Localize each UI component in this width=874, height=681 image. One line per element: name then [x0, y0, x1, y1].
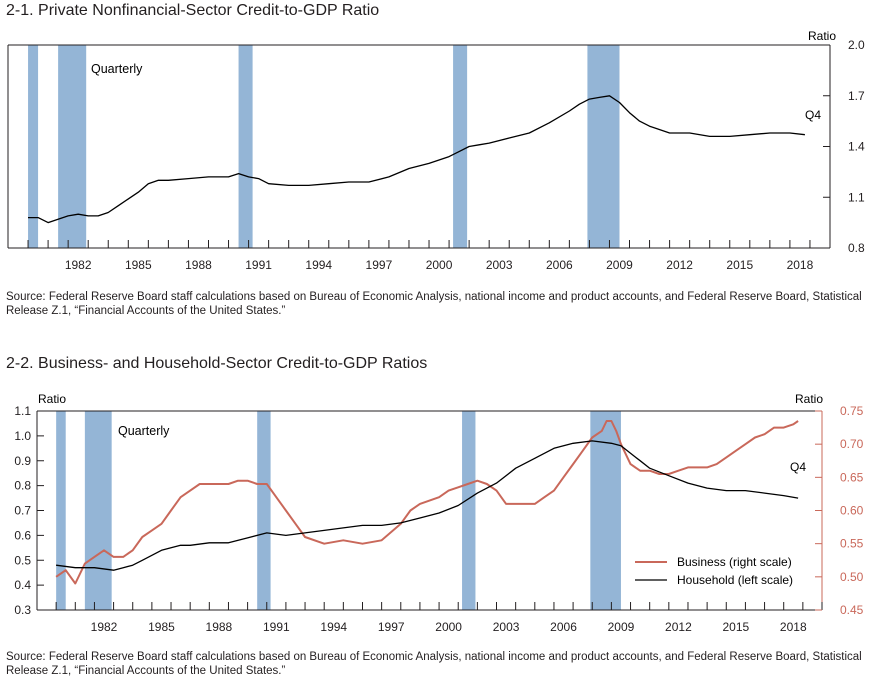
chart2-end-label: Q4 — [790, 460, 806, 474]
x-tick-label: 1991 — [245, 258, 272, 272]
x-tick-label: 2015 — [726, 258, 753, 272]
right-y-tick-label: 0.65 — [840, 470, 864, 484]
legend-business-label: Business (right scale) — [677, 555, 792, 569]
recession-bar — [238, 45, 253, 248]
chart1-title: 2-1. Private Nonfinancial-Sector Credit-… — [6, 2, 380, 19]
left-y-tick-label: 0.7 — [14, 504, 31, 518]
x-tick-label: 2003 — [486, 258, 513, 272]
x-tick-label: 2000 — [426, 258, 453, 272]
right-y-tick-label: 1.4 — [848, 140, 865, 154]
chart1-source: Source: Federal Reserve Board staff calc… — [6, 291, 862, 317]
chart2-title: 2-2. Business- and Household-Sector Cred… — [6, 355, 428, 372]
x-tick-label: 1997 — [366, 258, 393, 272]
legend-household-label: Household (left scale) — [677, 573, 793, 587]
x-tick-label: 2009 — [606, 258, 633, 272]
left-y-tick-label: 1.1 — [14, 404, 31, 418]
right-y-tick-label: 0.70 — [840, 437, 864, 451]
x-tick-label: 1988 — [185, 258, 212, 272]
x-tick-label: 1994 — [320, 620, 347, 634]
right-y-tick-label: 0.50 — [840, 570, 864, 584]
recession-bar — [453, 45, 468, 248]
x-tick-label: 2015 — [722, 620, 749, 634]
chart1-end-label: Q4 — [805, 108, 821, 122]
right-y-tick-label: 0.45 — [840, 603, 864, 617]
x-tick-label: 2003 — [493, 620, 520, 634]
right-y-tick-label: 0.55 — [840, 537, 864, 551]
left-y-tick-label: 0.8 — [14, 479, 31, 493]
x-tick-label: 1994 — [305, 258, 332, 272]
x-tick-label: 2006 — [550, 620, 577, 634]
x-tick-label: 1982 — [65, 258, 92, 272]
x-tick-label: 2009 — [608, 620, 635, 634]
chart1-svg: 1982 1985 1988 1991 1994 1997 2000 2003 2006 2009… — [7, 29, 865, 272]
x-tick-label: 2012 — [665, 620, 692, 634]
left-y-tick-label: 0.6 — [14, 528, 31, 542]
chart2-source: Source: Federal Reserve Board staff calc… — [6, 651, 862, 677]
series-line-household — [56, 440, 799, 571]
x-tick-label: 2012 — [666, 258, 693, 272]
x-tick-label: 1997 — [378, 620, 405, 634]
x-tick-label: 1982 — [91, 620, 118, 634]
left-y-tick-label: 0.9 — [14, 454, 31, 468]
chart2-frequency-label: Quarterly — [118, 424, 170, 438]
series-line-business — [55, 420, 799, 585]
left-y-tick-label: 0.3 — [14, 603, 31, 617]
left-y-tick-label: 0.4 — [14, 578, 31, 592]
x-tick-label: 1985 — [148, 620, 175, 634]
recession-bar — [28, 45, 39, 248]
x-tick-label: 2018 — [780, 620, 807, 634]
x-tick-label: 2006 — [546, 258, 573, 272]
right-y-tick-label: 1.1 — [848, 190, 865, 204]
chart2-legend: Business (right scale) Household (left s… — [635, 555, 793, 587]
chart1-right-axis-label: Ratio — [808, 29, 836, 43]
right-y-tick-label: 0.8 — [848, 241, 865, 255]
recession-bar — [257, 411, 271, 610]
recession-bar — [56, 411, 66, 610]
left-y-tick-label: 1.0 — [14, 429, 31, 443]
recession-bar — [84, 411, 112, 610]
right-y-tick-label: 2.0 — [848, 38, 865, 52]
x-tick-label: 2018 — [787, 258, 814, 272]
chart2-left-axis-label: Ratio — [38, 392, 66, 406]
right-y-tick-label: 0.75 — [840, 404, 864, 418]
x-tick-label: 1991 — [263, 620, 290, 634]
left-y-tick-label: 0.5 — [14, 553, 31, 567]
right-y-tick-label: 0.60 — [840, 504, 864, 518]
recession-bar — [587, 45, 620, 248]
recession-bar — [462, 411, 476, 610]
series-line-private — [28, 95, 805, 224]
chart2-right-axis-label: Ratio — [795, 392, 823, 406]
x-tick-label: 1988 — [206, 620, 233, 634]
x-tick-label: 1985 — [125, 258, 152, 272]
chart1-frequency-label: Quarterly — [91, 62, 143, 76]
right-y-tick-label: 1.7 — [848, 89, 865, 103]
chart2-svg: 1982 1985 1988 1991 1994 1997 2000 2003 2006 2009… — [14, 392, 864, 634]
x-tick-label: 2000 — [435, 620, 462, 634]
